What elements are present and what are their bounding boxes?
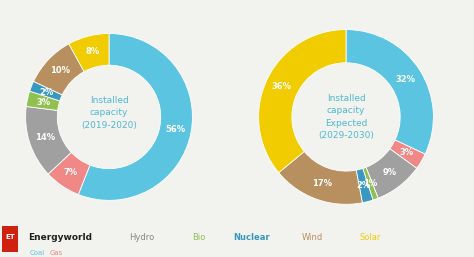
Wedge shape (363, 167, 378, 200)
Text: 9%: 9% (383, 168, 396, 177)
Text: Coal: Coal (29, 250, 45, 256)
Wedge shape (279, 151, 363, 204)
Text: Hydro: Hydro (129, 233, 155, 242)
Text: 1%: 1% (363, 179, 377, 188)
Text: Gas: Gas (50, 250, 63, 256)
Text: 7%: 7% (64, 168, 78, 177)
Wedge shape (259, 30, 346, 173)
Text: 8%: 8% (85, 47, 99, 56)
Text: 56%: 56% (165, 125, 185, 134)
Wedge shape (26, 106, 71, 174)
FancyBboxPatch shape (2, 226, 18, 252)
Wedge shape (26, 91, 60, 111)
Text: 32%: 32% (396, 75, 416, 84)
Text: Solar: Solar (359, 233, 381, 242)
Text: Installed
capacity
(2019-2020): Installed capacity (2019-2020) (81, 96, 137, 130)
Text: 3%: 3% (400, 149, 414, 158)
Wedge shape (346, 30, 433, 154)
Wedge shape (34, 44, 84, 95)
Wedge shape (30, 81, 62, 101)
Wedge shape (78, 33, 192, 200)
Text: 2%: 2% (39, 88, 53, 97)
Text: ET: ET (6, 234, 15, 240)
Wedge shape (390, 140, 425, 168)
Wedge shape (69, 33, 109, 72)
Text: Energyworld: Energyworld (28, 233, 92, 242)
Text: Bio: Bio (192, 233, 206, 242)
Text: 10%: 10% (50, 66, 70, 75)
Text: 14%: 14% (35, 133, 55, 142)
Wedge shape (356, 168, 373, 203)
Text: 3%: 3% (36, 98, 50, 107)
Text: Installed
capacity
Expected
(2029-2030): Installed capacity Expected (2029-2030) (318, 94, 374, 140)
Text: 17%: 17% (312, 179, 332, 188)
Text: Nuclear: Nuclear (233, 233, 270, 242)
Text: 36%: 36% (272, 82, 292, 91)
Wedge shape (48, 152, 90, 195)
Wedge shape (366, 149, 417, 198)
Text: Wind: Wind (302, 233, 323, 242)
Text: 2%: 2% (356, 181, 371, 190)
